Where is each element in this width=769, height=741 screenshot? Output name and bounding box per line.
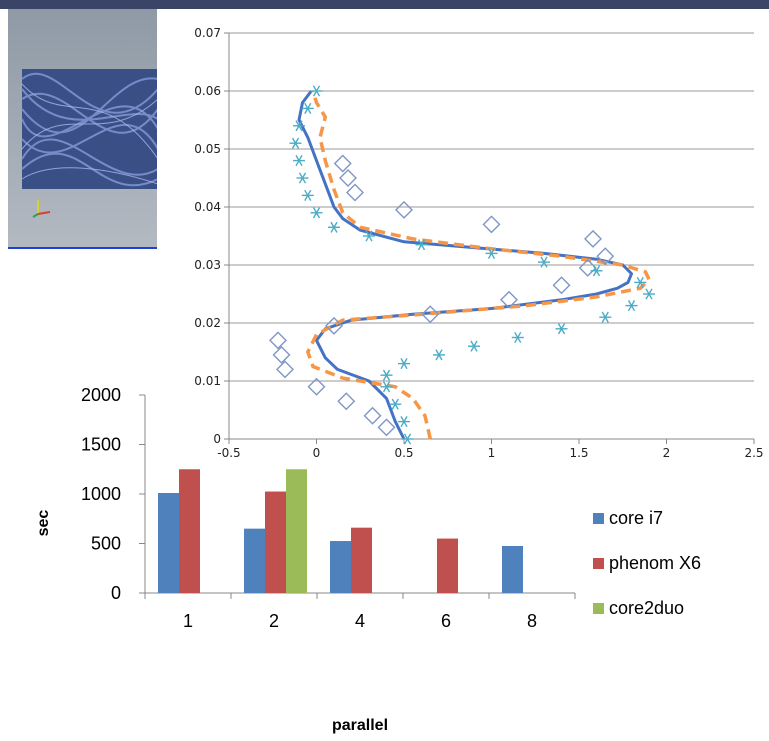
bar-core2duo [286, 469, 307, 593]
bar-x-tick-label: 4 [355, 611, 365, 631]
y-tick-label: 0.04 [194, 200, 221, 214]
bar-y-tick-label: 1500 [81, 435, 121, 455]
y-tick-label: 0 [213, 432, 221, 446]
bar-x-tick-label: 8 [527, 611, 537, 631]
diamond-marker [337, 392, 356, 411]
star-marker [380, 369, 393, 381]
velocity-profile-plot: 00.010.020.030.040.050.060.07-0.5 0 0.5 1 1.… [194, 26, 763, 460]
diamond-marker [325, 316, 343, 335]
star-marker [293, 155, 305, 167]
star-marker [643, 288, 655, 300]
x-tick-label: 2.5 [744, 446, 763, 460]
y-tick-label: 0.05 [194, 142, 221, 156]
diamond-marker [578, 258, 597, 277]
star-marker [625, 300, 638, 312]
diamond-marker [346, 183, 364, 202]
star-marker [301, 189, 314, 201]
star-marker [380, 381, 393, 393]
simulation-render-image [8, 9, 158, 247]
velocity-profile-chart: 0 0.01 0.02 0.03 0.04 0.05 0.06 0.07 -0.5 0 0.5 1 1.… [157, 9, 769, 468]
star-marker [433, 349, 445, 361]
star-marker [511, 331, 524, 344]
bar-y-axis-title: sec [35, 510, 52, 537]
star-marker [468, 340, 480, 352]
star-marker [289, 137, 302, 149]
y-tick-label: 0.03 [194, 258, 221, 272]
legend-swatch-core-i7 [593, 513, 604, 524]
y-tick-label: 0.01 [194, 374, 221, 388]
y-tick-label: 0.07 [194, 26, 221, 40]
diamond-marker [272, 345, 291, 364]
star-marker [328, 221, 340, 233]
star-marker [293, 120, 305, 132]
x-tick-label: 2 [663, 446, 671, 460]
star-marker [485, 247, 498, 259]
diamond-marker [482, 215, 501, 234]
diamond-marker [339, 169, 357, 187]
timing-bar-chart: 0 500 1000 1500 2000 1 2 4 6 8 parallel sec core i7 p… [0, 370, 769, 736]
star-marker [310, 207, 323, 219]
top-band [0, 0, 769, 9]
star-marker [415, 239, 428, 251]
diamond-marker [596, 247, 615, 266]
diamond-marker [552, 276, 571, 295]
bar-phenom-x6 [351, 527, 372, 593]
star-marker [599, 311, 612, 323]
x-tick-label: 1.5 [569, 446, 588, 460]
bar-phenom-x6 [265, 491, 286, 593]
solid-series-line [297, 90, 633, 440]
star-marker [590, 265, 603, 277]
bar-x-axis-title: parallel [332, 717, 388, 734]
bar-core-i7 [330, 541, 351, 593]
bar-y-tick-label: 2000 [81, 385, 121, 405]
simulation-thumbnail [8, 9, 158, 249]
diamond-marker [333, 154, 352, 173]
legend-label-core-i7: core i7 [609, 508, 663, 528]
diamond-marker [377, 418, 396, 437]
star-marker [301, 102, 314, 114]
bar-y-tick-label: 0 [111, 583, 121, 603]
diamond-marker [500, 290, 518, 309]
y-tick-label: 0.02 [194, 316, 221, 330]
x-tick-label: -0.5 [217, 446, 240, 460]
star-marker [398, 416, 410, 428]
bar-y-tick-label: 1000 [81, 484, 121, 504]
bar-y-tick-label: 500 [91, 534, 121, 554]
legend-label-core2duo: core2duo [609, 598, 684, 618]
diamond-marker [269, 331, 287, 350]
legend-label-phenom-x6: phenom X6 [609, 553, 701, 573]
star-marker [296, 172, 309, 184]
star-marker [555, 323, 568, 335]
diamond-marker [307, 377, 326, 396]
star-marker [310, 85, 323, 97]
bar-core-i7 [158, 493, 179, 593]
star-marker [389, 398, 402, 410]
star-marker [363, 230, 375, 242]
x-tick-label: 1 [488, 446, 496, 460]
diamond-marker [276, 360, 294, 379]
diamond-marker [421, 305, 440, 324]
diamond-marker [395, 200, 413, 219]
x-tick-label: 0.5 [394, 446, 413, 460]
diamond-marker [584, 229, 602, 248]
star-marker [538, 256, 550, 268]
star-marker [634, 276, 647, 288]
bar-core-i7 [244, 528, 265, 593]
star-marker [398, 358, 410, 370]
star-marker [401, 433, 414, 445]
bar-x-tick-label: 6 [441, 611, 451, 631]
bar-phenom-x6 [437, 538, 458, 593]
x-tick-label: 0 [313, 446, 321, 460]
bar-core-i7 [502, 545, 523, 593]
legend-swatch-phenom-x6 [593, 558, 604, 569]
bar-x-tick-label: 1 [183, 611, 193, 631]
bar-x-tick-label: 2 [269, 611, 279, 631]
legend-swatch-core2duo [593, 603, 604, 614]
y-tick-label: 0.06 [194, 84, 221, 98]
timing-bar-plot: 0 500 1000 1500 2000 1 2 4 6 8 parallel sec core i7 p… [35, 385, 701, 734]
axis-triad-icon [32, 200, 51, 218]
diamond-marker [363, 406, 382, 425]
bar-phenom-x6 [179, 469, 200, 593]
dashed-series-line [305, 90, 652, 440]
